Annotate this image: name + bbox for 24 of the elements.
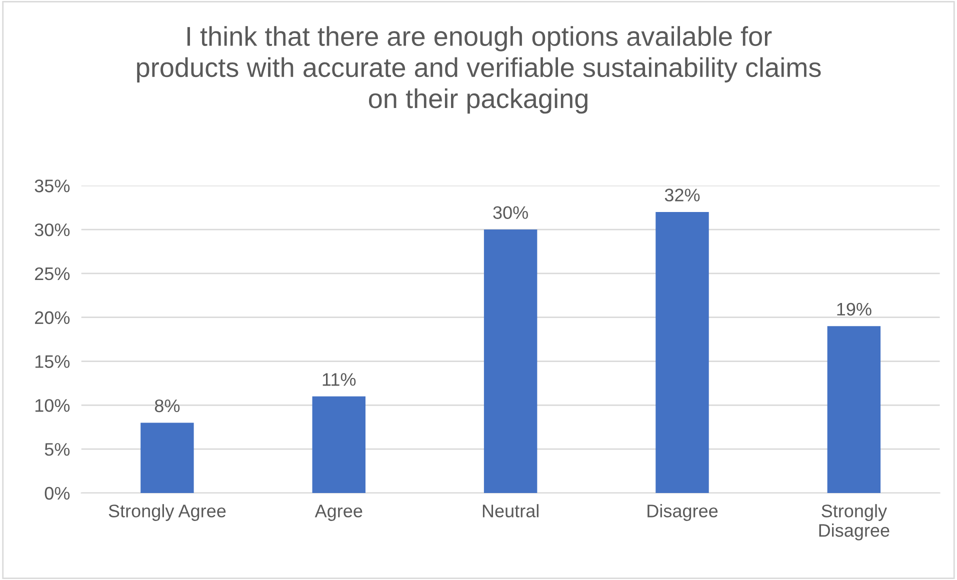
y-tick-label: 5%	[44, 443, 70, 456]
x-tick-label: Strongly Agree	[108, 504, 226, 521]
bar	[140, 422, 194, 493]
y-tick-label: 30%	[34, 223, 70, 236]
data-label: 8%	[154, 399, 180, 412]
chart-title: I think that there are enough options available for products with accurate and verifiable sustainability claims on their packaging	[137, 26, 821, 114]
y-tick-label: 35%	[34, 180, 70, 192]
x-tick-label: Disagree	[648, 504, 718, 521]
y-tick-label: 25%	[35, 267, 70, 280]
y-tick-label: 10%	[35, 399, 70, 412]
y-tick-label: 20%	[35, 311, 70, 324]
x-tick-label: Neutral	[482, 504, 538, 518]
data-label: 32%	[664, 188, 700, 202]
data-label: 19%	[837, 302, 872, 316]
bar	[656, 212, 709, 493]
bar	[484, 230, 538, 493]
data-label: 11%	[322, 373, 356, 386]
bar	[312, 396, 366, 493]
x-tick-label: Agree	[314, 504, 362, 521]
y-tick-label: 15%	[35, 355, 70, 368]
y-tick-label: 0%	[44, 486, 70, 500]
data-label: 30%	[493, 206, 528, 219]
x-tick-label: Strongly Disagree	[819, 504, 890, 540]
bar	[827, 326, 881, 493]
